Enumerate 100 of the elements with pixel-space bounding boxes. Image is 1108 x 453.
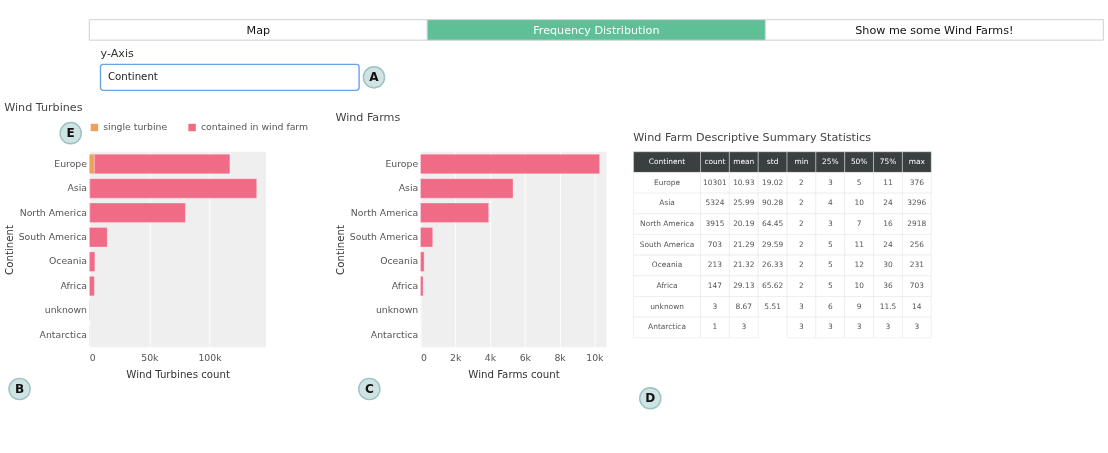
data-label: 213	[707, 260, 723, 270]
y-tick-label: Europe	[54, 157, 88, 169]
x-tick-label: 8k	[554, 351, 567, 363]
text: B	[14, 381, 25, 396]
y-tick-label: South America	[18, 231, 87, 243]
y-axis-title: Continent	[648, 156, 686, 166]
x-tick-label: 50%	[850, 156, 868, 166]
data-label: 147	[707, 281, 723, 291]
y-tick-label: Asia	[398, 182, 419, 194]
data-label: 5.51	[764, 301, 782, 311]
x-tick-label: 25%	[822, 156, 839, 166]
data-label: 5	[827, 239, 833, 249]
x-tick-label: 0	[89, 351, 96, 363]
y-tick-label: Oceania	[380, 255, 419, 267]
x-tick-label: std	[766, 156, 779, 166]
data-label: 24	[883, 239, 893, 249]
y-tick-label: South America	[349, 231, 419, 243]
y-tick-label: Antarctica	[39, 328, 87, 340]
legend-label: single turbine	[103, 121, 168, 133]
data-label: 64.45	[761, 218, 784, 228]
data-label: 90.28	[761, 198, 784, 208]
x-tick-label: max	[908, 156, 926, 166]
data-label: 65.62	[761, 281, 784, 291]
data-label: 3	[856, 322, 862, 332]
y-tick-label: unknown	[375, 304, 419, 316]
text: D	[645, 391, 656, 406]
data-label: 3	[712, 301, 718, 311]
data-label: 29.59	[761, 239, 784, 249]
text: E	[66, 125, 75, 140]
x-tick-label: 0	[420, 351, 427, 363]
data-label: 24	[883, 198, 893, 208]
data-label: 256	[909, 239, 925, 249]
text: Map	[246, 23, 271, 37]
x-tick-label: 10k	[586, 351, 605, 363]
data-label: 10	[854, 281, 865, 291]
data-label: 2	[799, 281, 804, 291]
data-label: 8.67	[735, 301, 753, 311]
text: A	[369, 70, 380, 85]
data-label: 5	[827, 260, 833, 270]
data-label: 10.93	[733, 177, 755, 187]
chart-title: Wind Farms	[335, 111, 401, 125]
data-label: 3	[914, 322, 920, 332]
y-tick-label: Antarctica	[648, 322, 686, 332]
y-tick-label: Oceania	[48, 255, 87, 267]
chart-title: Wind Farm Descriptive Summary Statistics	[633, 131, 872, 145]
x-axis-title: Wind Farms count	[468, 369, 560, 381]
data-label: 703	[707, 239, 723, 249]
data-label: 36	[883, 281, 893, 291]
y-tick-label: South America	[639, 239, 695, 249]
x-tick-label: 100k	[198, 351, 223, 363]
text: Frequency Distribution	[533, 23, 660, 37]
x-tick-label: 75%	[879, 156, 897, 166]
data-label: 21.32	[733, 260, 755, 270]
data-label: 11.5	[879, 301, 897, 311]
x-tick-label: 50k	[141, 351, 160, 363]
data-label: 10	[854, 198, 865, 208]
data-label: 10301	[703, 177, 728, 187]
data-label: 703	[909, 281, 925, 291]
data-label: 3	[827, 177, 833, 187]
data-label: 2	[799, 260, 804, 270]
y-tick-label: Africa	[656, 281, 678, 291]
data-label: 3	[741, 322, 747, 332]
x-tick-label: min	[794, 156, 809, 166]
y-tick-label: Africa	[391, 279, 419, 291]
y-tick-label: Antarctica	[370, 328, 419, 340]
y-tick-label: Asia	[659, 198, 675, 208]
x-tick-label: 4k	[484, 351, 497, 363]
y-tick-label: North America	[19, 206, 87, 218]
data-label: 11	[854, 239, 865, 249]
chart-title: Wind Turbines	[4, 101, 83, 115]
legend-label: contained in wind farm	[200, 121, 309, 133]
data-label: 3	[885, 322, 891, 332]
data-label: 2	[799, 218, 804, 228]
data-label: 11	[883, 177, 893, 187]
data-label: 25.99	[733, 198, 755, 208]
data-label: 16	[883, 218, 893, 228]
text: Show me some Wind Farms!	[855, 23, 1014, 37]
data-label: 19.02	[761, 177, 784, 187]
data-label: 21.29	[733, 239, 755, 249]
data-label: 29.13	[733, 281, 755, 291]
data-label: 376	[909, 177, 925, 187]
text: y-Axis	[100, 46, 134, 60]
data-label: 7	[856, 218, 862, 228]
y-tick-label: unknown	[44, 304, 88, 316]
data-label: 6	[827, 301, 833, 311]
y-tick-label: Africa	[60, 279, 87, 291]
y-tick-label: unknown	[650, 301, 685, 311]
data-label: 3296	[907, 198, 927, 208]
x-tick-label: count	[704, 156, 726, 166]
y-axis-title: Continent	[4, 224, 16, 275]
x-tick-label: mean	[733, 156, 755, 166]
data-label: 3	[827, 218, 833, 228]
data-label: 5324	[705, 198, 725, 208]
text: Continent	[107, 71, 158, 83]
data-label: 3	[799, 322, 805, 332]
y-tick-label: North America	[640, 218, 694, 228]
data-label: 5	[827, 281, 833, 291]
data-label: 2918	[907, 218, 927, 228]
y-tick-label: Oceania	[651, 260, 683, 270]
data-label: 30	[883, 260, 893, 270]
